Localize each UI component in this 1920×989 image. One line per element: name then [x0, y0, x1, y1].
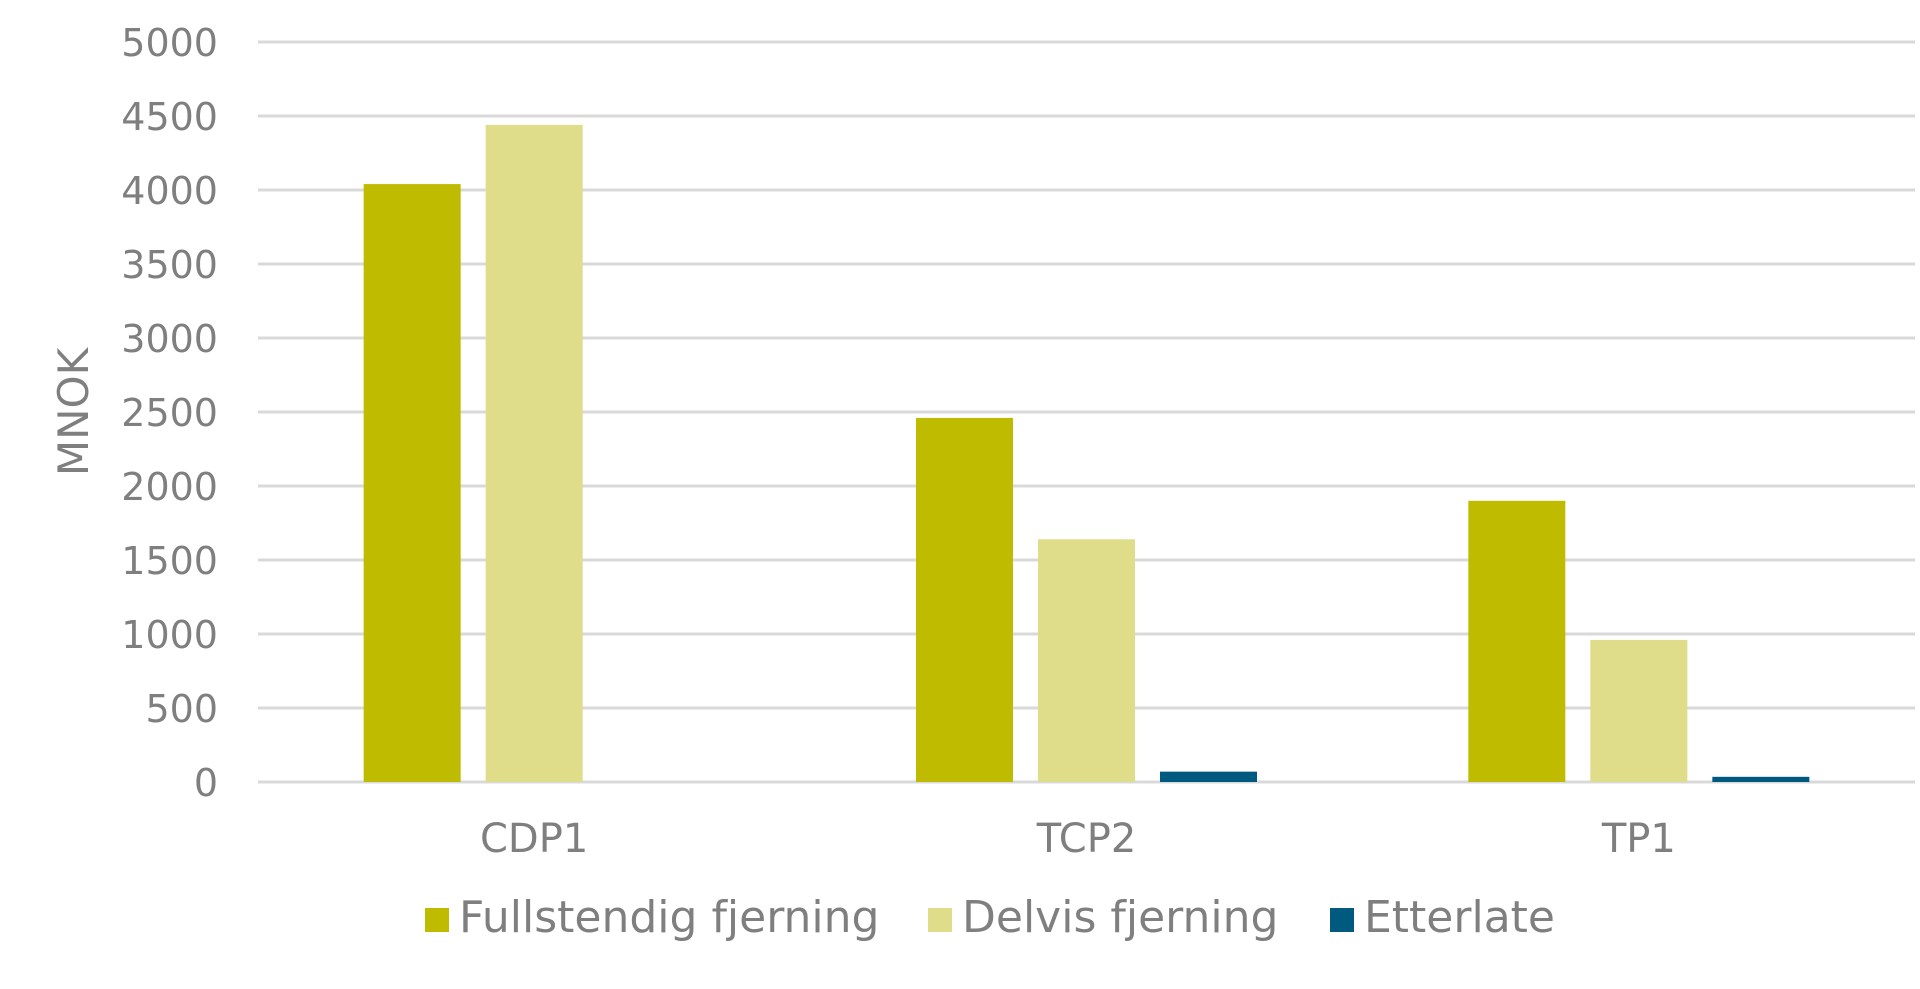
y-tick-label: 3000 [121, 317, 218, 361]
bars [363, 124, 1810, 782]
y-tick-label: 2000 [121, 465, 218, 509]
y-tick-label: 1000 [121, 613, 218, 657]
bar-tp1-fullstendig-fjerning [1468, 500, 1566, 782]
bar-cdp1-delvis-fjerning [485, 124, 583, 782]
legend-label: Delvis fjerning [962, 892, 1278, 943]
bar-tcp2-fullstendig-fjerning [916, 417, 1013, 782]
bar-tp1-etterlate [1712, 776, 1810, 782]
legend-label: Fullstendig fjerning [459, 892, 879, 943]
y-tick-label: 4000 [121, 169, 218, 213]
y-tick-label: 5000 [121, 21, 218, 65]
y-tick-label: 0 [194, 761, 218, 805]
bar-tp1-delvis-fjerning [1590, 639, 1688, 782]
legend: Fullstendig fjerning Delvis fjerning Etter… [425, 892, 1555, 943]
y-tick-label: 2500 [121, 391, 218, 435]
x-category-label: TCP2 [1036, 816, 1137, 862]
legend-swatch [1330, 908, 1354, 932]
bar-tcp2-etterlate [1160, 771, 1257, 782]
y-tick-label: 500 [145, 687, 218, 731]
y-axis-ticks: 0 500 1000 1500 2000 2500 3000 3500 4000 4500 5000 [121, 21, 218, 805]
y-tick-label: 1500 [121, 539, 218, 583]
legend-swatch [425, 908, 449, 932]
x-category-label: CDP1 [480, 816, 588, 862]
y-axis-title: MNOK [49, 346, 98, 476]
y-tick-label: 4500 [121, 95, 218, 139]
bar-cdp1-fullstendig-fjerning [363, 184, 461, 782]
bar-tcp2-delvis-fjerning [1038, 539, 1135, 782]
legend-swatch [928, 908, 952, 932]
y-tick-label: 3500 [121, 243, 218, 287]
legend-label: Etterlate [1364, 892, 1555, 943]
x-category-label: TP1 [1601, 816, 1676, 862]
x-axis-categories: CDP1 TCP2 TP1 [480, 816, 1676, 862]
